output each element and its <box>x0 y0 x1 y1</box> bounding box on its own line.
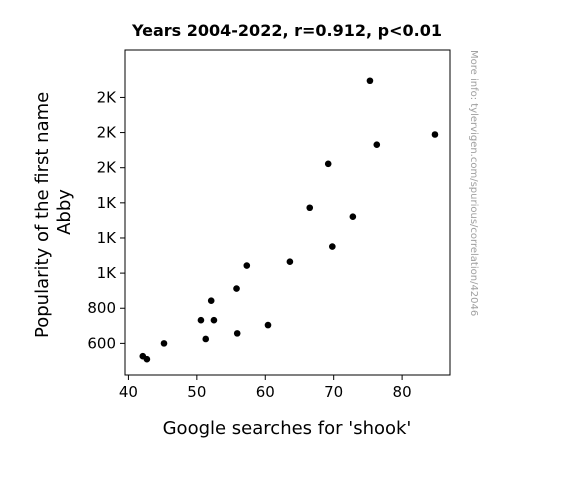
y-tick-label: 600 <box>87 334 116 352</box>
data-point <box>329 243 336 250</box>
data-point <box>202 335 210 343</box>
source-watermark: More info: tylervigen.com/spurious/corre… <box>468 50 479 316</box>
y-tick-label: 2K <box>97 159 118 177</box>
plot-area <box>124 49 451 376</box>
x-tick-label: 70 <box>324 383 343 401</box>
y-tick-label: 1K <box>97 229 118 247</box>
data-point <box>233 285 240 292</box>
data-point <box>264 321 272 329</box>
data-point <box>207 297 215 304</box>
chart-title: Years 2004-2022, r=0.912, p<0.01 <box>131 21 442 40</box>
data-point <box>210 316 218 324</box>
y-tick-label: 2K <box>97 88 118 106</box>
data-point <box>286 258 294 265</box>
x-tick-label: 50 <box>187 383 206 401</box>
data-point <box>143 355 151 363</box>
data-point <box>324 160 332 168</box>
y-axis: 600 800 1K 1K 1K 2K 2K 2K <box>87 88 125 352</box>
x-tick-label: 60 <box>256 383 275 401</box>
data-point <box>243 262 251 269</box>
y-axis-label: Popularity of the first name Abby <box>32 86 75 338</box>
data-point <box>160 340 168 347</box>
data-point <box>197 316 205 324</box>
data-point <box>349 213 357 221</box>
data-point <box>431 131 439 138</box>
data-point <box>306 204 314 212</box>
x-axis-label: Google searches for 'shook' <box>163 418 412 439</box>
y-tick-label: 800 <box>87 299 116 317</box>
x-tick-label: 40 <box>119 383 138 401</box>
data-point <box>366 77 374 85</box>
y-axis-label-line-1: Popularity of the first name <box>32 92 53 338</box>
y-tick-label: 1K <box>97 264 118 282</box>
x-axis: 40 50 60 70 80 <box>119 375 412 401</box>
x-tick-label: 80 <box>393 383 412 401</box>
y-tick-label: 2K <box>97 124 118 142</box>
y-axis-label-line-2: Abby <box>54 189 75 235</box>
data-point <box>373 141 381 148</box>
data-points <box>139 77 439 363</box>
y-tick-label: 1K <box>97 194 118 212</box>
data-point <box>233 330 241 337</box>
